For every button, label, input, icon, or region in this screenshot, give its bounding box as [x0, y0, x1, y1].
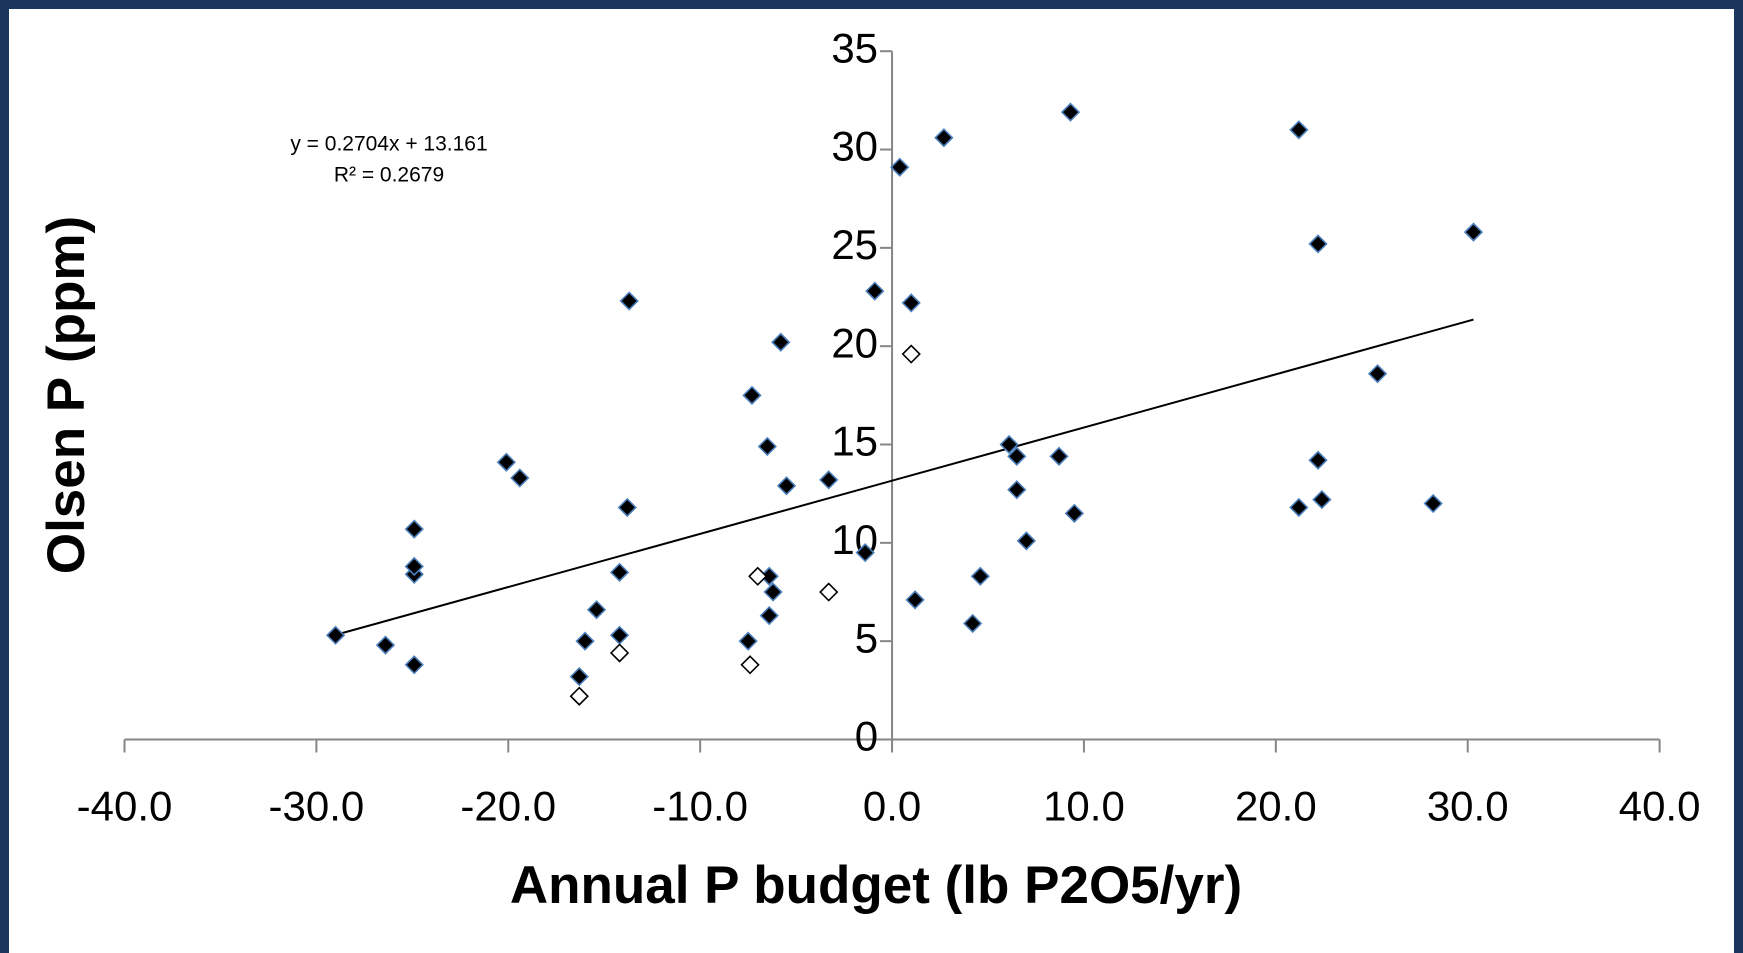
data-point — [970, 566, 990, 586]
data-point — [855, 543, 875, 563]
data-point — [1289, 497, 1309, 518]
x-tick-label: 10.0 — [1043, 783, 1125, 830]
data-point — [742, 385, 762, 405]
y-tick-label: 5 — [855, 614, 878, 661]
data-point — [771, 332, 791, 352]
data-point — [510, 468, 530, 488]
data-point — [934, 128, 954, 148]
data-point — [404, 655, 424, 675]
data-point — [1007, 480, 1027, 500]
y-tick-label: 35 — [831, 24, 878, 71]
data-point — [575, 631, 595, 651]
y-tick-label: 30 — [831, 123, 878, 170]
data-point — [404, 519, 424, 539]
data-point — [890, 157, 910, 177]
r-squared: R² = 0.2679 — [334, 164, 444, 187]
data-point — [325, 625, 346, 645]
y-tick-label: 15 — [831, 418, 878, 465]
data-point — [763, 582, 783, 602]
data-point — [569, 666, 589, 687]
data-point — [619, 291, 639, 311]
y-tick-label: 0 — [855, 713, 878, 760]
data-point — [748, 566, 768, 586]
x-tick-label: 30.0 — [1427, 783, 1509, 830]
data-point — [496, 452, 516, 472]
data-point — [963, 613, 983, 634]
data-point — [819, 470, 839, 490]
x-tick-label: -40.0 — [77, 783, 173, 830]
x-tick-label: -10.0 — [652, 783, 748, 830]
data-point — [404, 556, 424, 577]
x-tick-label: 0.0 — [863, 783, 921, 830]
data-point — [819, 582, 839, 602]
data-point — [740, 655, 760, 675]
data-point — [1049, 446, 1069, 466]
plot-background — [9, 9, 1734, 953]
data-point — [586, 600, 607, 620]
data-point — [999, 434, 1019, 455]
data-point — [1060, 102, 1081, 122]
x-tick-label: -30.0 — [269, 783, 365, 830]
data-point — [1007, 446, 1027, 466]
data-point — [759, 605, 779, 626]
data-point — [1367, 364, 1388, 384]
x-axis-title: Annual P budget (lb P2O5/yr) — [510, 856, 1242, 915]
x-tick-label: 20.0 — [1235, 783, 1317, 830]
data-point — [609, 562, 630, 582]
data-point — [776, 476, 797, 496]
data-point — [905, 590, 925, 610]
data-point — [757, 436, 777, 457]
data-point — [609, 643, 630, 663]
data-point — [1423, 493, 1443, 514]
data-point — [1308, 234, 1328, 254]
data-point — [1463, 222, 1484, 242]
x-tick-label: -20.0 — [460, 783, 556, 830]
y-axis-title: Olsen P (ppm) — [37, 216, 96, 574]
data-point — [1308, 450, 1328, 470]
data-point — [901, 293, 921, 313]
y-tick-label: 20 — [831, 319, 878, 366]
trendline — [335, 318, 1474, 636]
data-point — [569, 686, 589, 706]
data-point — [901, 344, 921, 364]
data-point — [1064, 503, 1084, 523]
data-point — [1312, 489, 1332, 510]
data-point — [617, 497, 637, 518]
data-point — [1016, 531, 1037, 551]
data-point — [375, 635, 396, 655]
x-tick-label: 40.0 — [1619, 783, 1701, 830]
y-tick-label: 25 — [831, 221, 878, 268]
data-point — [865, 281, 885, 301]
trendline-equation: y = 0.2704x + 13.161 — [290, 133, 487, 156]
data-point — [1289, 120, 1309, 140]
data-point — [738, 631, 758, 651]
